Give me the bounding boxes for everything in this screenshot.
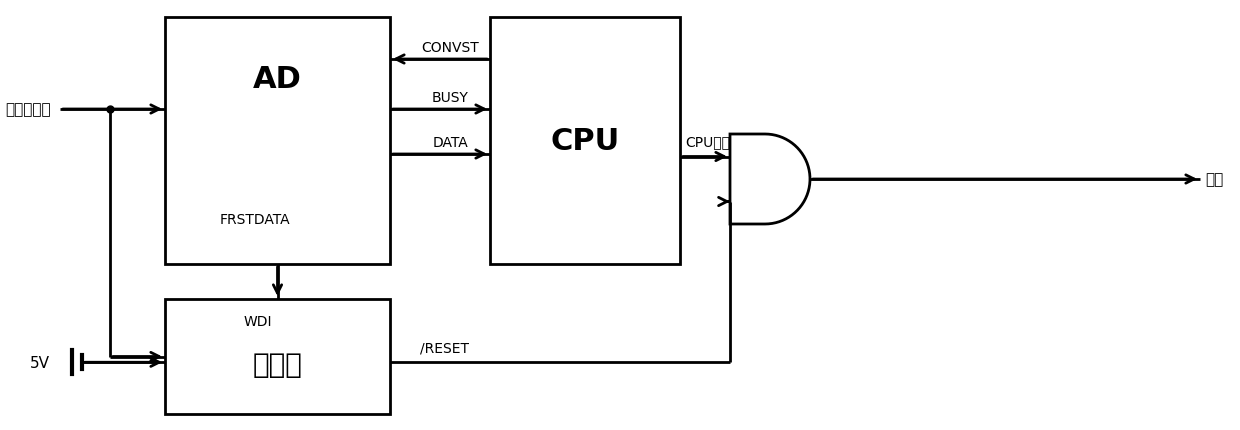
Text: 模拟量输入: 模拟量输入	[5, 102, 51, 117]
Text: DATA: DATA	[432, 136, 467, 150]
Text: /RESET: /RESET	[420, 341, 469, 354]
Bar	[165, 299, 391, 414]
Text: FRSTDATA: FRSTDATA	[219, 212, 290, 227]
PathPatch shape	[730, 135, 810, 224]
Text: WDI: WDI	[243, 314, 272, 328]
Bar	[165, 18, 391, 264]
Text: CONVST: CONVST	[422, 41, 479, 55]
Text: CPU启动: CPU启动	[684, 135, 730, 149]
Text: AD: AD	[253, 65, 301, 94]
Text: CPU: CPU	[551, 127, 620, 156]
Bar	[490, 18, 680, 264]
Text: 5V: 5V	[30, 355, 50, 370]
Text: 看门狗: 看门狗	[253, 351, 303, 379]
Text: 启动: 启动	[1205, 172, 1223, 187]
Text: BUSY: BUSY	[432, 91, 469, 105]
